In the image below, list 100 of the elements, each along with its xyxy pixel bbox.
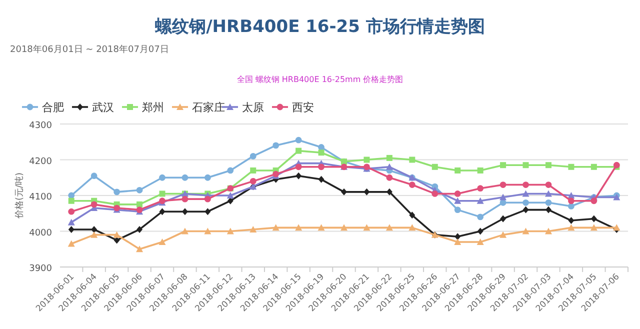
point [476, 197, 484, 204]
y-tick-label: 4000 [29, 228, 52, 238]
point [90, 231, 98, 238]
point [295, 136, 302, 144]
point [68, 218, 75, 226]
point [204, 228, 212, 234]
point [68, 226, 74, 233]
point [544, 228, 552, 234]
point [568, 217, 574, 224]
point [590, 215, 597, 222]
point [272, 142, 280, 149]
legend-label: 石家庄 [192, 101, 225, 114]
point [522, 228, 530, 234]
point [522, 190, 530, 197]
point [204, 208, 211, 216]
point [544, 190, 552, 197]
legend-label: 合肥 [42, 101, 64, 114]
point [386, 163, 393, 170]
point [318, 224, 325, 231]
point [568, 164, 574, 170]
y-axis-title: 价格(元/吨) [14, 172, 25, 220]
point [182, 208, 188, 216]
point [500, 215, 506, 222]
point [68, 192, 75, 199]
point [500, 231, 507, 238]
point [364, 156, 370, 163]
point [477, 167, 484, 174]
legend-label: 郑州 [142, 101, 164, 114]
legend-label: 太原 [242, 101, 264, 114]
point [500, 194, 507, 200]
point [545, 199, 552, 206]
point [590, 224, 598, 231]
point [454, 190, 461, 197]
point [114, 236, 120, 244]
point [500, 162, 506, 168]
point [159, 208, 166, 216]
chart-title: 螺纹钢/HRB400E 16-25 市场行情走势图 [154, 17, 485, 37]
point [318, 164, 324, 170]
point [90, 172, 98, 180]
point [227, 167, 234, 174]
point [477, 228, 484, 235]
point [590, 164, 597, 170]
point [136, 246, 144, 252]
point [68, 208, 75, 215]
y-tick-label: 4300 [29, 121, 52, 131]
point [476, 238, 484, 245]
point [182, 196, 188, 202]
point [568, 203, 574, 210]
point [295, 224, 302, 231]
point [500, 182, 506, 188]
point [90, 201, 98, 208]
point [408, 182, 416, 188]
point [136, 201, 143, 208]
point [477, 185, 484, 192]
y-tick-label: 4100 [29, 192, 52, 202]
point [204, 196, 211, 202]
point [454, 197, 462, 204]
point [204, 174, 211, 181]
point [454, 167, 461, 174]
y-tick-label: 3900 [29, 264, 52, 274]
point [91, 226, 98, 233]
point [568, 198, 574, 204]
point [386, 154, 392, 161]
point [568, 224, 575, 231]
y-tick-label: 4200 [29, 156, 52, 167]
point [250, 178, 256, 184]
point [296, 172, 302, 180]
point [408, 224, 416, 231]
point [136, 186, 143, 194]
point [226, 228, 234, 234]
point [454, 238, 462, 245]
point [114, 188, 120, 196]
point [250, 152, 256, 160]
point [364, 188, 370, 196]
chart-subtitle: 2018年06月01日 ~ 2018年07月07日 [10, 44, 169, 55]
legend-label: 武汉 [92, 101, 114, 114]
point [409, 212, 416, 219]
point [341, 188, 347, 196]
point [295, 164, 302, 170]
point [432, 190, 438, 197]
point [363, 224, 370, 231]
point [318, 176, 324, 183]
point [159, 174, 166, 181]
point [136, 226, 143, 233]
point [545, 206, 552, 214]
point [340, 224, 348, 231]
point [113, 231, 120, 238]
legend-label: 西安 [292, 101, 314, 114]
text: 全国 螺纹钢 HRB400E 16-25mm 价格走势图 [236, 75, 404, 84]
point [522, 206, 529, 214]
point [454, 206, 461, 213]
point [590, 198, 598, 204]
point [386, 174, 393, 181]
point [181, 228, 188, 234]
point [272, 224, 280, 231]
point [250, 167, 256, 174]
point [226, 192, 234, 198]
point [68, 240, 75, 247]
point [296, 148, 302, 154]
point [522, 182, 529, 188]
